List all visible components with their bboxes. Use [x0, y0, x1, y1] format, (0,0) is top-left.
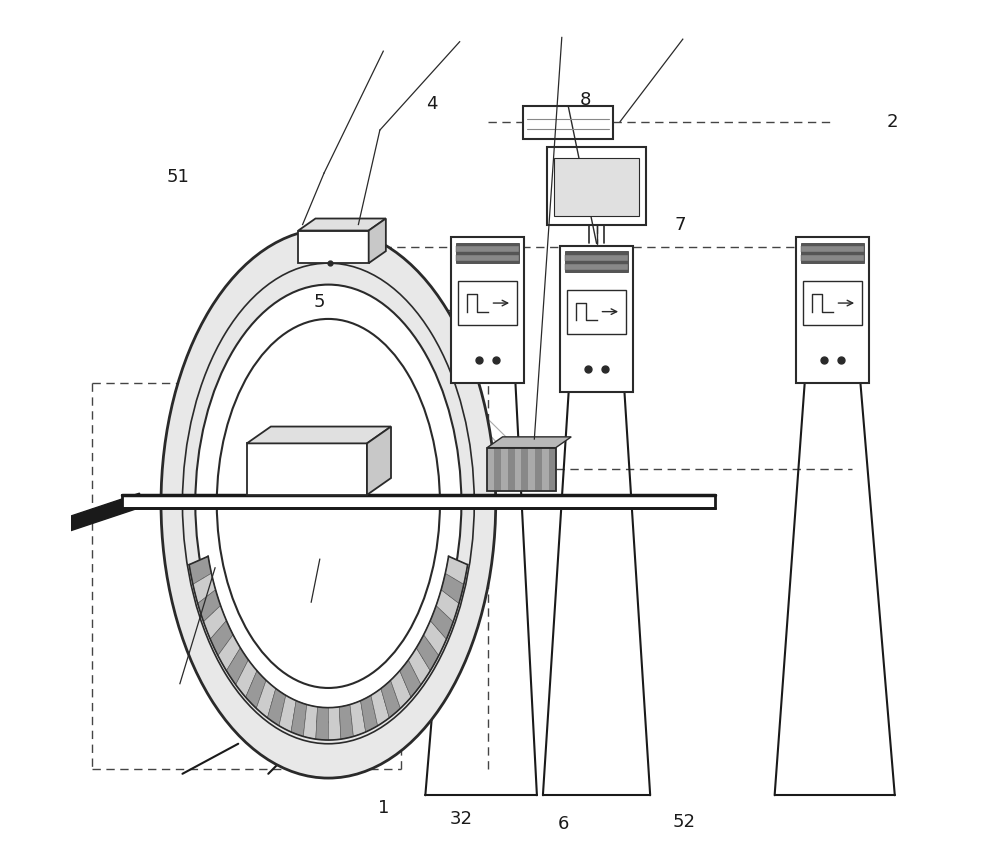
Polygon shape — [451, 238, 524, 383]
Polygon shape — [430, 605, 453, 639]
Polygon shape — [494, 448, 501, 491]
Polygon shape — [381, 680, 400, 718]
Polygon shape — [456, 255, 519, 261]
Polygon shape — [203, 605, 226, 639]
Polygon shape — [424, 621, 446, 655]
Polygon shape — [279, 696, 296, 732]
Text: 32: 32 — [450, 810, 473, 828]
Polygon shape — [416, 635, 439, 671]
Polygon shape — [267, 689, 286, 726]
Text: 2: 2 — [886, 113, 898, 131]
Polygon shape — [408, 647, 430, 684]
Polygon shape — [547, 147, 646, 225]
Polygon shape — [565, 251, 628, 271]
Polygon shape — [350, 701, 366, 736]
Polygon shape — [523, 106, 613, 139]
Polygon shape — [391, 671, 411, 709]
Polygon shape — [542, 448, 549, 491]
Polygon shape — [371, 689, 389, 726]
Polygon shape — [796, 238, 869, 383]
Polygon shape — [361, 696, 378, 732]
Polygon shape — [521, 448, 528, 491]
Polygon shape — [246, 671, 266, 709]
Polygon shape — [456, 243, 519, 263]
Polygon shape — [303, 704, 318, 739]
Polygon shape — [487, 448, 494, 491]
Polygon shape — [487, 437, 571, 448]
Polygon shape — [565, 263, 628, 269]
Polygon shape — [189, 556, 211, 585]
Polygon shape — [226, 647, 248, 684]
Ellipse shape — [161, 229, 496, 778]
Text: 4: 4 — [426, 96, 437, 114]
Text: 51: 51 — [167, 168, 190, 186]
Polygon shape — [508, 448, 515, 491]
Polygon shape — [535, 448, 542, 491]
Polygon shape — [567, 290, 626, 333]
Polygon shape — [803, 282, 862, 325]
Ellipse shape — [195, 285, 461, 722]
Polygon shape — [369, 219, 386, 263]
Polygon shape — [339, 704, 353, 739]
Text: 1: 1 — [378, 799, 390, 817]
Polygon shape — [193, 573, 216, 604]
Polygon shape — [291, 701, 307, 736]
Polygon shape — [445, 556, 468, 585]
Polygon shape — [122, 495, 715, 508]
Polygon shape — [298, 219, 386, 231]
Polygon shape — [801, 255, 864, 261]
Polygon shape — [247, 426, 391, 443]
Polygon shape — [198, 590, 221, 622]
Polygon shape — [436, 590, 459, 622]
Polygon shape — [549, 448, 556, 491]
Text: 6: 6 — [558, 815, 569, 833]
Polygon shape — [458, 282, 517, 325]
Polygon shape — [565, 255, 628, 261]
Text: 52: 52 — [673, 813, 696, 831]
Polygon shape — [515, 448, 521, 491]
Text: 5: 5 — [314, 293, 326, 311]
Polygon shape — [441, 573, 464, 604]
Polygon shape — [528, 448, 535, 491]
Polygon shape — [256, 680, 276, 718]
Bar — [487, 448, 556, 491]
Polygon shape — [218, 635, 240, 671]
Polygon shape — [247, 443, 367, 495]
Polygon shape — [316, 707, 328, 740]
Polygon shape — [554, 158, 639, 216]
Polygon shape — [62, 493, 140, 534]
Text: 8: 8 — [580, 91, 592, 109]
Polygon shape — [367, 426, 391, 495]
Ellipse shape — [217, 319, 440, 688]
Polygon shape — [560, 246, 633, 392]
Polygon shape — [801, 246, 864, 252]
Polygon shape — [456, 246, 519, 252]
Polygon shape — [328, 707, 341, 740]
Polygon shape — [210, 621, 233, 655]
Polygon shape — [236, 660, 257, 697]
Text: 7: 7 — [674, 215, 686, 233]
Polygon shape — [501, 448, 508, 491]
Polygon shape — [400, 660, 421, 697]
Polygon shape — [298, 231, 369, 263]
Polygon shape — [801, 243, 864, 263]
